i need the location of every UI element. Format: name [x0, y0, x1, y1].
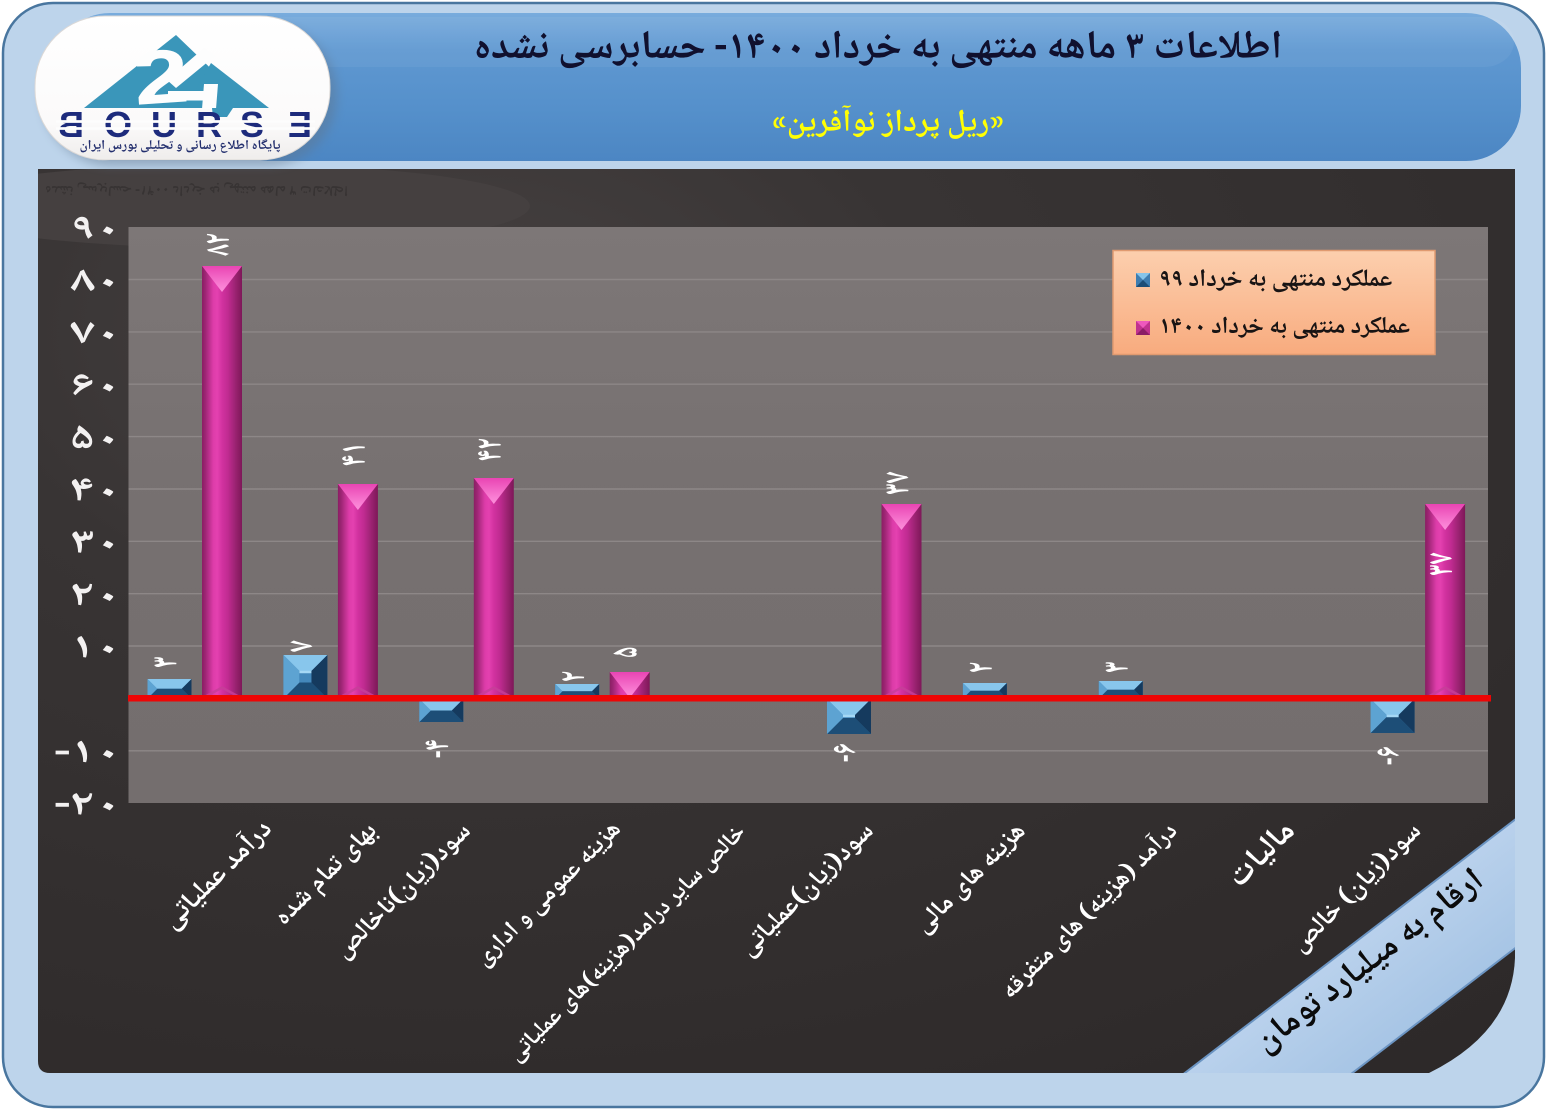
svg-text:E: E	[288, 104, 312, 145]
svg-text:R: R	[196, 104, 222, 145]
svg-text:O: O	[104, 104, 132, 145]
svg-text:B: B	[58, 104, 84, 145]
svg-text:S: S	[240, 104, 264, 145]
svg-text:U: U	[151, 104, 177, 145]
